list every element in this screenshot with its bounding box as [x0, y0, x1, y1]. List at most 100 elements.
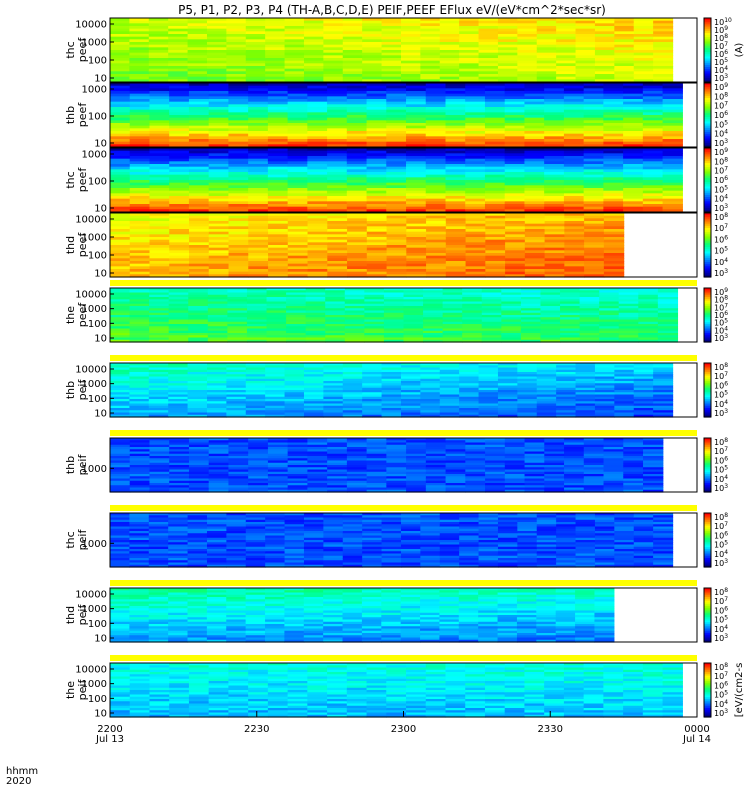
heatmap-cell	[149, 107, 170, 111]
heatmap-cell	[228, 141, 249, 145]
heatmap-cell	[618, 290, 639, 294]
heatmap-cell	[381, 76, 402, 80]
heatmap-cell	[228, 185, 249, 189]
heatmap-cell	[504, 172, 526, 176]
heatmap-cell	[618, 337, 639, 341]
heatmap-cell	[188, 172, 210, 176]
heatmap-cell	[425, 209, 447, 213]
heatmap-cell	[346, 453, 368, 457]
heatmap-cell	[594, 58, 615, 62]
heatmap-cell	[406, 169, 427, 173]
heatmap-cell	[149, 104, 170, 108]
heatmap-cell	[169, 117, 190, 121]
heatmap-cell	[265, 50, 286, 54]
colorbar-segment	[704, 400, 711, 404]
heatmap-cell	[366, 166, 387, 170]
heatmap-cell	[536, 363, 557, 366]
heatmap-cell	[425, 177, 447, 181]
heatmap-cell	[623, 185, 644, 189]
heatmap-cell	[148, 71, 169, 75]
heatmap-cell	[623, 136, 644, 140]
heatmap-cell	[560, 335, 581, 339]
heatmap-cell	[465, 115, 486, 119]
heatmap-cell	[420, 55, 441, 59]
heatmap-cell	[110, 190, 131, 194]
heatmap-cell	[346, 174, 368, 178]
heatmap-cell	[169, 458, 190, 462]
heatmap-cell	[366, 447, 387, 450]
heatmap-cell	[381, 26, 402, 30]
heatmap-cell	[505, 269, 526, 273]
heatmap-cell	[307, 447, 328, 450]
heatmap-cell	[638, 288, 659, 291]
heatmap-cell	[560, 294, 581, 298]
heatmap-cell	[284, 68, 305, 72]
heatmap-cell	[594, 372, 615, 375]
heatmap-cell	[544, 83, 565, 87]
heatmap-cell	[442, 290, 463, 294]
heatmap-cell	[188, 324, 209, 327]
heatmap-cell	[442, 335, 463, 339]
heatmap-cell	[307, 444, 328, 448]
heatmap-cell	[400, 79, 421, 83]
heatmap-cell	[501, 288, 522, 291]
heatmap-cell	[406, 237, 427, 241]
heatmap-cell	[248, 120, 269, 124]
heatmap-cell	[366, 144, 387, 148]
heatmap-cell	[366, 196, 387, 200]
heatmap-cell	[484, 107, 506, 111]
heatmap-cell	[633, 372, 654, 375]
heatmap-cell	[426, 234, 447, 238]
heatmap-cell	[575, 401, 596, 405]
heatmap-cell	[267, 117, 289, 121]
heatmap-cell	[342, 47, 363, 51]
heatmap-cell	[657, 306, 679, 309]
heatmap-cell	[188, 301, 209, 305]
heatmap-cell	[110, 321, 131, 325]
heatmap-cell	[662, 153, 683, 157]
heatmap-cell	[342, 36, 363, 40]
heatmap-cell	[287, 462, 309, 466]
heatmap-cell	[344, 292, 365, 296]
heatmap-cell	[484, 188, 506, 192]
heatmap-cell	[653, 363, 674, 366]
heatmap-cell	[583, 107, 604, 111]
heatmap-cell	[347, 218, 368, 222]
heatmap-cell	[267, 447, 289, 450]
heatmap-cell	[226, 79, 247, 83]
heatmap-cell	[425, 133, 447, 137]
heatmap-cell	[386, 467, 407, 471]
colorbar-segment	[704, 293, 711, 296]
heatmap-cell	[366, 182, 387, 186]
heatmap-cell	[344, 299, 365, 303]
heatmap-cell	[560, 301, 581, 305]
heatmap-cell	[386, 451, 407, 455]
heatmap-cell	[583, 144, 604, 148]
heatmap-cell	[544, 120, 565, 124]
heatmap-cell	[284, 399, 305, 402]
heatmap-cell	[497, 412, 518, 416]
heatmap-cell	[327, 115, 348, 119]
heatmap-cell	[623, 164, 644, 168]
heatmap-cell	[614, 408, 635, 411]
heatmap-cell	[327, 447, 348, 450]
heatmap-cell	[267, 158, 289, 162]
heatmap-cell	[188, 489, 210, 493]
heatmap-cell	[465, 247, 486, 251]
heatmap-cell	[226, 20, 247, 24]
heatmap-cell	[583, 209, 604, 213]
heatmap-cell	[245, 23, 266, 27]
heatmap-cell	[149, 478, 170, 482]
heatmap-cell	[265, 399, 286, 402]
heatmap-cell	[110, 292, 131, 296]
heatmap-cell	[248, 255, 269, 259]
heatmap-cell	[579, 333, 600, 336]
heatmap-cell	[386, 460, 407, 464]
heatmap-cell	[323, 405, 344, 409]
heatmap-cell	[575, 58, 596, 62]
heatmap-cell	[327, 223, 348, 227]
heatmap-cell	[245, 36, 266, 40]
heatmap-cell	[386, 449, 407, 453]
heatmap-cell	[524, 91, 545, 95]
